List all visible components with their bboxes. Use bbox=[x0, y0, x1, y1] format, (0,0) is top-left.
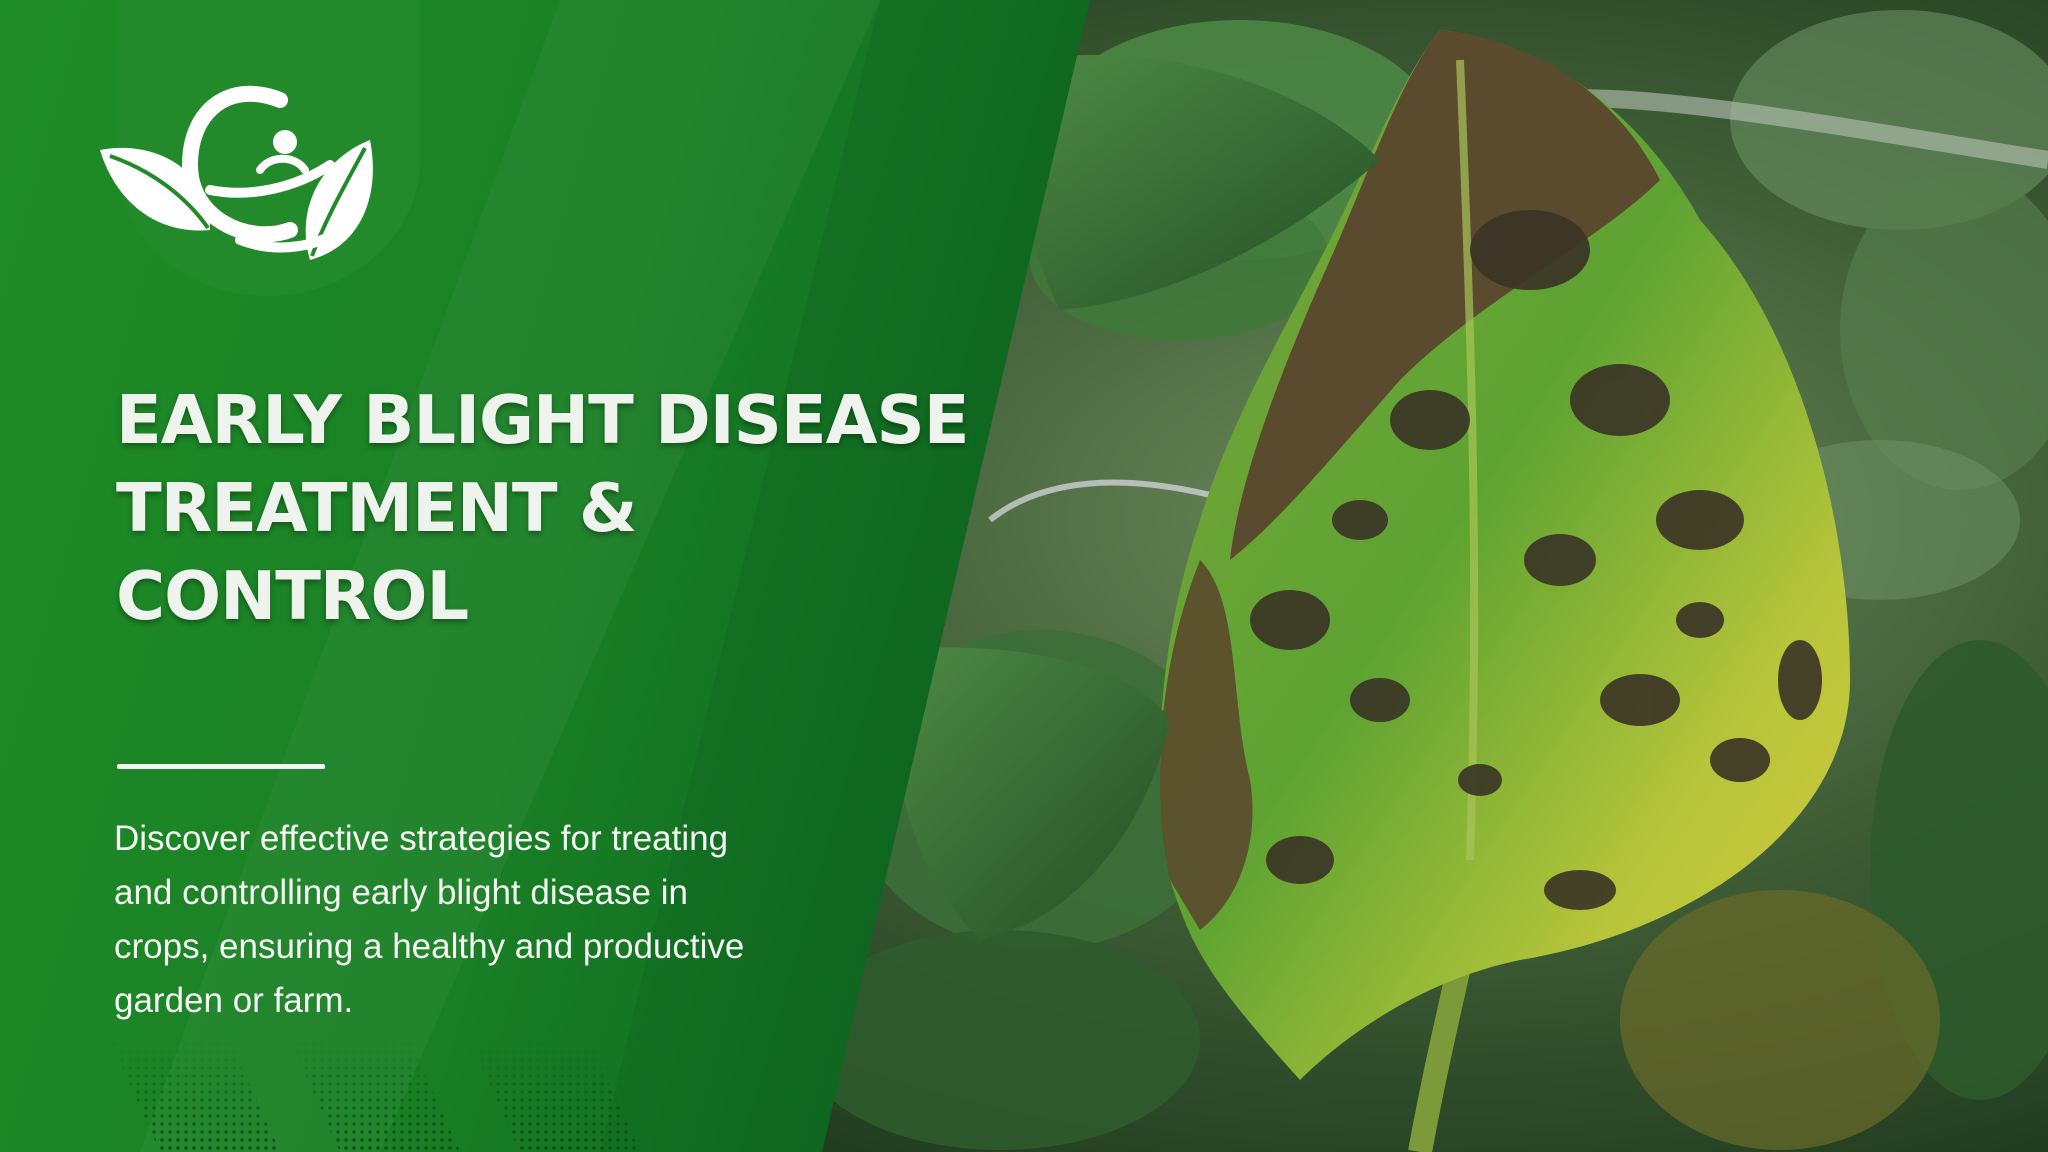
halftone-dot-pattern bbox=[110, 1040, 640, 1152]
title-line-1: EARLY BLIGHT DISEASE bbox=[116, 381, 970, 459]
title-divider bbox=[117, 764, 325, 769]
page-title: EARLY BLIGHT DISEASE TREATMENT & CONTROL bbox=[116, 376, 970, 640]
description-line-4: garden or farm. bbox=[114, 981, 354, 1020]
leaf-swirl-logo-icon bbox=[80, 70, 400, 300]
title-line-3: CONTROL bbox=[116, 557, 469, 635]
title-line-2: TREATMENT & bbox=[116, 469, 637, 547]
description: Discover effective strategies for treati… bbox=[114, 812, 834, 1028]
description-line-2: and controlling early blight disease in bbox=[114, 873, 688, 912]
description-line-1: Discover effective strategies for treati… bbox=[114, 819, 729, 858]
description-line-3: crops, ensuring a healthy and productive bbox=[114, 927, 745, 966]
